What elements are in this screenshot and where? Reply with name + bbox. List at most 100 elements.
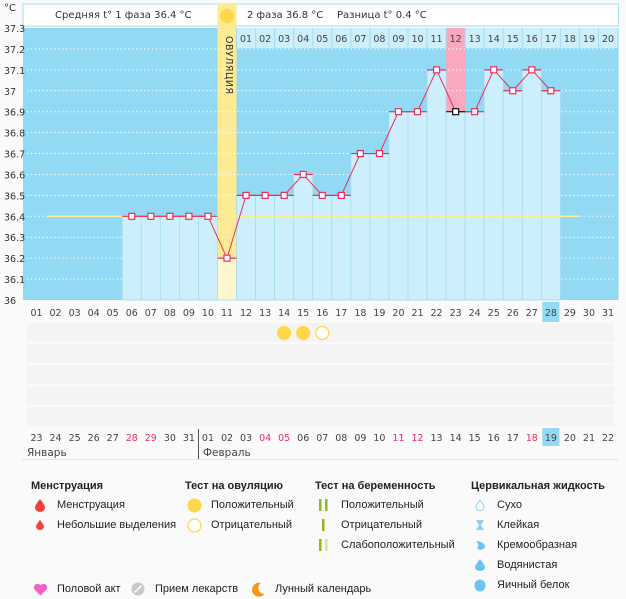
cycle-day-label: 03	[69, 308, 81, 319]
sun-filled-icon	[185, 498, 203, 513]
y-tick-label: 37.3	[4, 24, 25, 35]
legend-item: Менструация	[31, 495, 176, 515]
calendar-date: 23	[30, 433, 42, 444]
calendar-date: 11	[392, 433, 404, 444]
legend-bottom: Половой акт Прием лекарств Лунный календ…	[31, 579, 371, 599]
legend-item: Лунный календарь	[249, 579, 371, 599]
symptom-row	[27, 407, 614, 426]
temperature-point	[166, 212, 174, 220]
temperature-point	[471, 108, 479, 116]
cycle-day-label: 24	[469, 308, 481, 319]
legend-item: Отрицательный	[185, 515, 294, 535]
luteal-day-label: 19	[583, 34, 595, 45]
cycle-day-label: 23	[450, 308, 462, 319]
calendar-date: 25	[69, 433, 81, 444]
today-highlight	[542, 428, 560, 446]
month-divider	[198, 429, 199, 459]
pill-icon	[129, 582, 147, 596]
calendar-date: 27	[107, 433, 119, 444]
temperature-bar	[159, 215, 180, 301]
temperature-point	[280, 191, 288, 199]
temperature-bar	[388, 111, 409, 301]
temperature-bar	[350, 153, 371, 301]
cycle-day-label: 12	[240, 308, 252, 319]
watery-drop-icon	[471, 559, 489, 571]
temperature-point	[394, 108, 403, 116]
cycle-day-label: 25	[488, 308, 500, 319]
temperature-bar	[502, 90, 523, 301]
temperature-bar	[445, 111, 466, 301]
calendar-date: 13	[431, 433, 443, 444]
y-tick-label: 36.4	[4, 212, 25, 223]
cycle-day-label: 08	[164, 308, 176, 319]
faint-line-icon	[315, 539, 333, 551]
calendar-date: 04	[259, 433, 271, 444]
cycle-day-label: 11	[221, 308, 233, 319]
legend-menstruation: Менструация Менструация Небольшие выделе…	[31, 480, 176, 535]
luteal-day-label: 04	[297, 34, 309, 45]
calendar-date: 16	[488, 433, 500, 444]
ovulation-test-negative	[315, 325, 330, 341]
temperature-point	[204, 212, 212, 220]
sticky-icon	[471, 519, 489, 531]
calendar-date: 01	[202, 433, 214, 444]
current-day-highlight	[542, 302, 560, 322]
luteal-day-label: 16	[526, 34, 538, 45]
symptom-row	[27, 365, 614, 384]
calendar-date: 19	[545, 433, 557, 444]
legend-item: Половой акт	[31, 579, 129, 599]
calendar-date: 02	[221, 433, 233, 444]
cycle-day-label: 21	[411, 308, 423, 319]
calendar-date: 18	[526, 433, 538, 444]
calendar-date: 03	[240, 433, 252, 444]
cycle-day-label: 30	[583, 308, 595, 319]
legend-item: Кремообразная	[471, 535, 605, 555]
cycle-day-label: 16	[316, 308, 328, 319]
luteal-day-label: 08	[373, 34, 385, 45]
temperature-point	[356, 149, 364, 158]
ovulation-test-positive	[296, 325, 311, 341]
temperature-bar	[140, 215, 161, 301]
y-tick-label: 36.2	[4, 254, 25, 265]
cycle-day-label: 29	[564, 308, 576, 319]
y-tick-label: 36.9	[4, 108, 25, 119]
calendar-date: 30	[164, 433, 176, 444]
luteal-day-label: 11	[431, 34, 443, 45]
y-tick-label: 37.1	[4, 66, 25, 77]
temperature-bar	[236, 194, 257, 301]
temperature-bar	[521, 69, 542, 301]
temperature-bar	[293, 174, 314, 301]
cycle-day-label: 17	[335, 308, 347, 319]
cycle-day-label: 31	[602, 308, 614, 319]
calendar-date: 22	[602, 433, 614, 444]
cycle-day-label: 18	[354, 308, 366, 319]
luteal-day-label: 09	[392, 34, 404, 45]
calendar-date: 12	[411, 433, 423, 444]
cycle-day-label: 06	[126, 308, 138, 319]
heart-icon	[31, 583, 49, 596]
calendar-date: 08	[335, 433, 347, 444]
calendar-date: 28	[126, 433, 138, 444]
temperature-point	[413, 108, 422, 116]
calendar-date: 15	[469, 433, 481, 444]
cycle-day-label: 22	[431, 308, 443, 319]
legend-item: Положительный	[315, 495, 455, 515]
sun-outline-icon	[185, 517, 203, 533]
blood-drop-icon	[31, 498, 49, 512]
cycle-day-label: 10	[202, 308, 214, 319]
legend-item: Сухо	[471, 495, 605, 515]
calendar-date: 14	[450, 433, 462, 444]
two-lines-icon	[315, 499, 333, 511]
legend-ovulation-test: Тест на овуляцию Положительный Отрицател…	[185, 480, 294, 535]
symptom-row	[27, 344, 614, 363]
temperature-point	[147, 212, 155, 220]
temperature-bar	[483, 69, 504, 301]
temperature-point	[185, 212, 193, 220]
month-january: Январь	[27, 447, 67, 459]
legend-item: Отрицательный	[315, 515, 455, 535]
y-tick-label: 37.2	[4, 45, 25, 56]
ovulation-label: ОВУЛЯЦИЯ	[223, 36, 234, 95]
calendar-date: 05	[278, 433, 290, 444]
cycle-day-label: 19	[373, 308, 385, 319]
cycle-day-label: 20	[392, 308, 404, 319]
